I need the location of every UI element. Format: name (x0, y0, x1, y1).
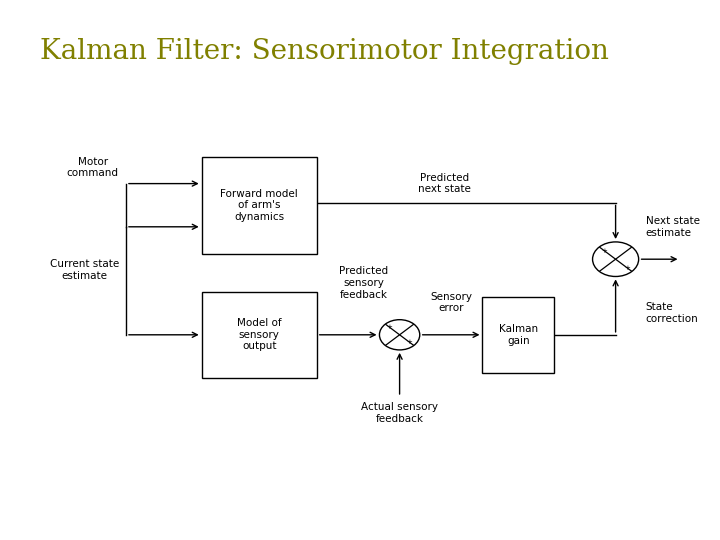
Text: Kalman Filter: Sensorimotor Integration: Kalman Filter: Sensorimotor Integration (40, 38, 608, 65)
Circle shape (593, 242, 639, 276)
FancyBboxPatch shape (202, 157, 317, 254)
Text: Sensory
error: Sensory error (430, 292, 472, 313)
FancyBboxPatch shape (202, 292, 317, 378)
Text: Motor
command: Motor command (67, 157, 119, 178)
Text: Kalman
gain: Kalman gain (499, 324, 538, 346)
Text: Current state
estimate: Current state estimate (50, 259, 119, 281)
Circle shape (379, 320, 420, 350)
Text: +: + (387, 324, 392, 330)
Text: Forward model
of arm's
dynamics: Forward model of arm's dynamics (220, 188, 298, 222)
Text: State
correction: State correction (646, 302, 698, 324)
Text: Predicted
sensory
feedback: Predicted sensory feedback (339, 267, 388, 300)
Text: Next state
estimate: Next state estimate (646, 216, 700, 238)
Text: +: + (624, 265, 630, 271)
Text: Predicted
next state: Predicted next state (418, 173, 471, 194)
Text: +: + (407, 339, 413, 346)
Text: +: + (601, 247, 607, 254)
Text: Actual sensory
feedback: Actual sensory feedback (361, 402, 438, 424)
FancyBboxPatch shape (482, 297, 554, 373)
Text: Model of
sensory
output: Model of sensory output (237, 318, 282, 352)
